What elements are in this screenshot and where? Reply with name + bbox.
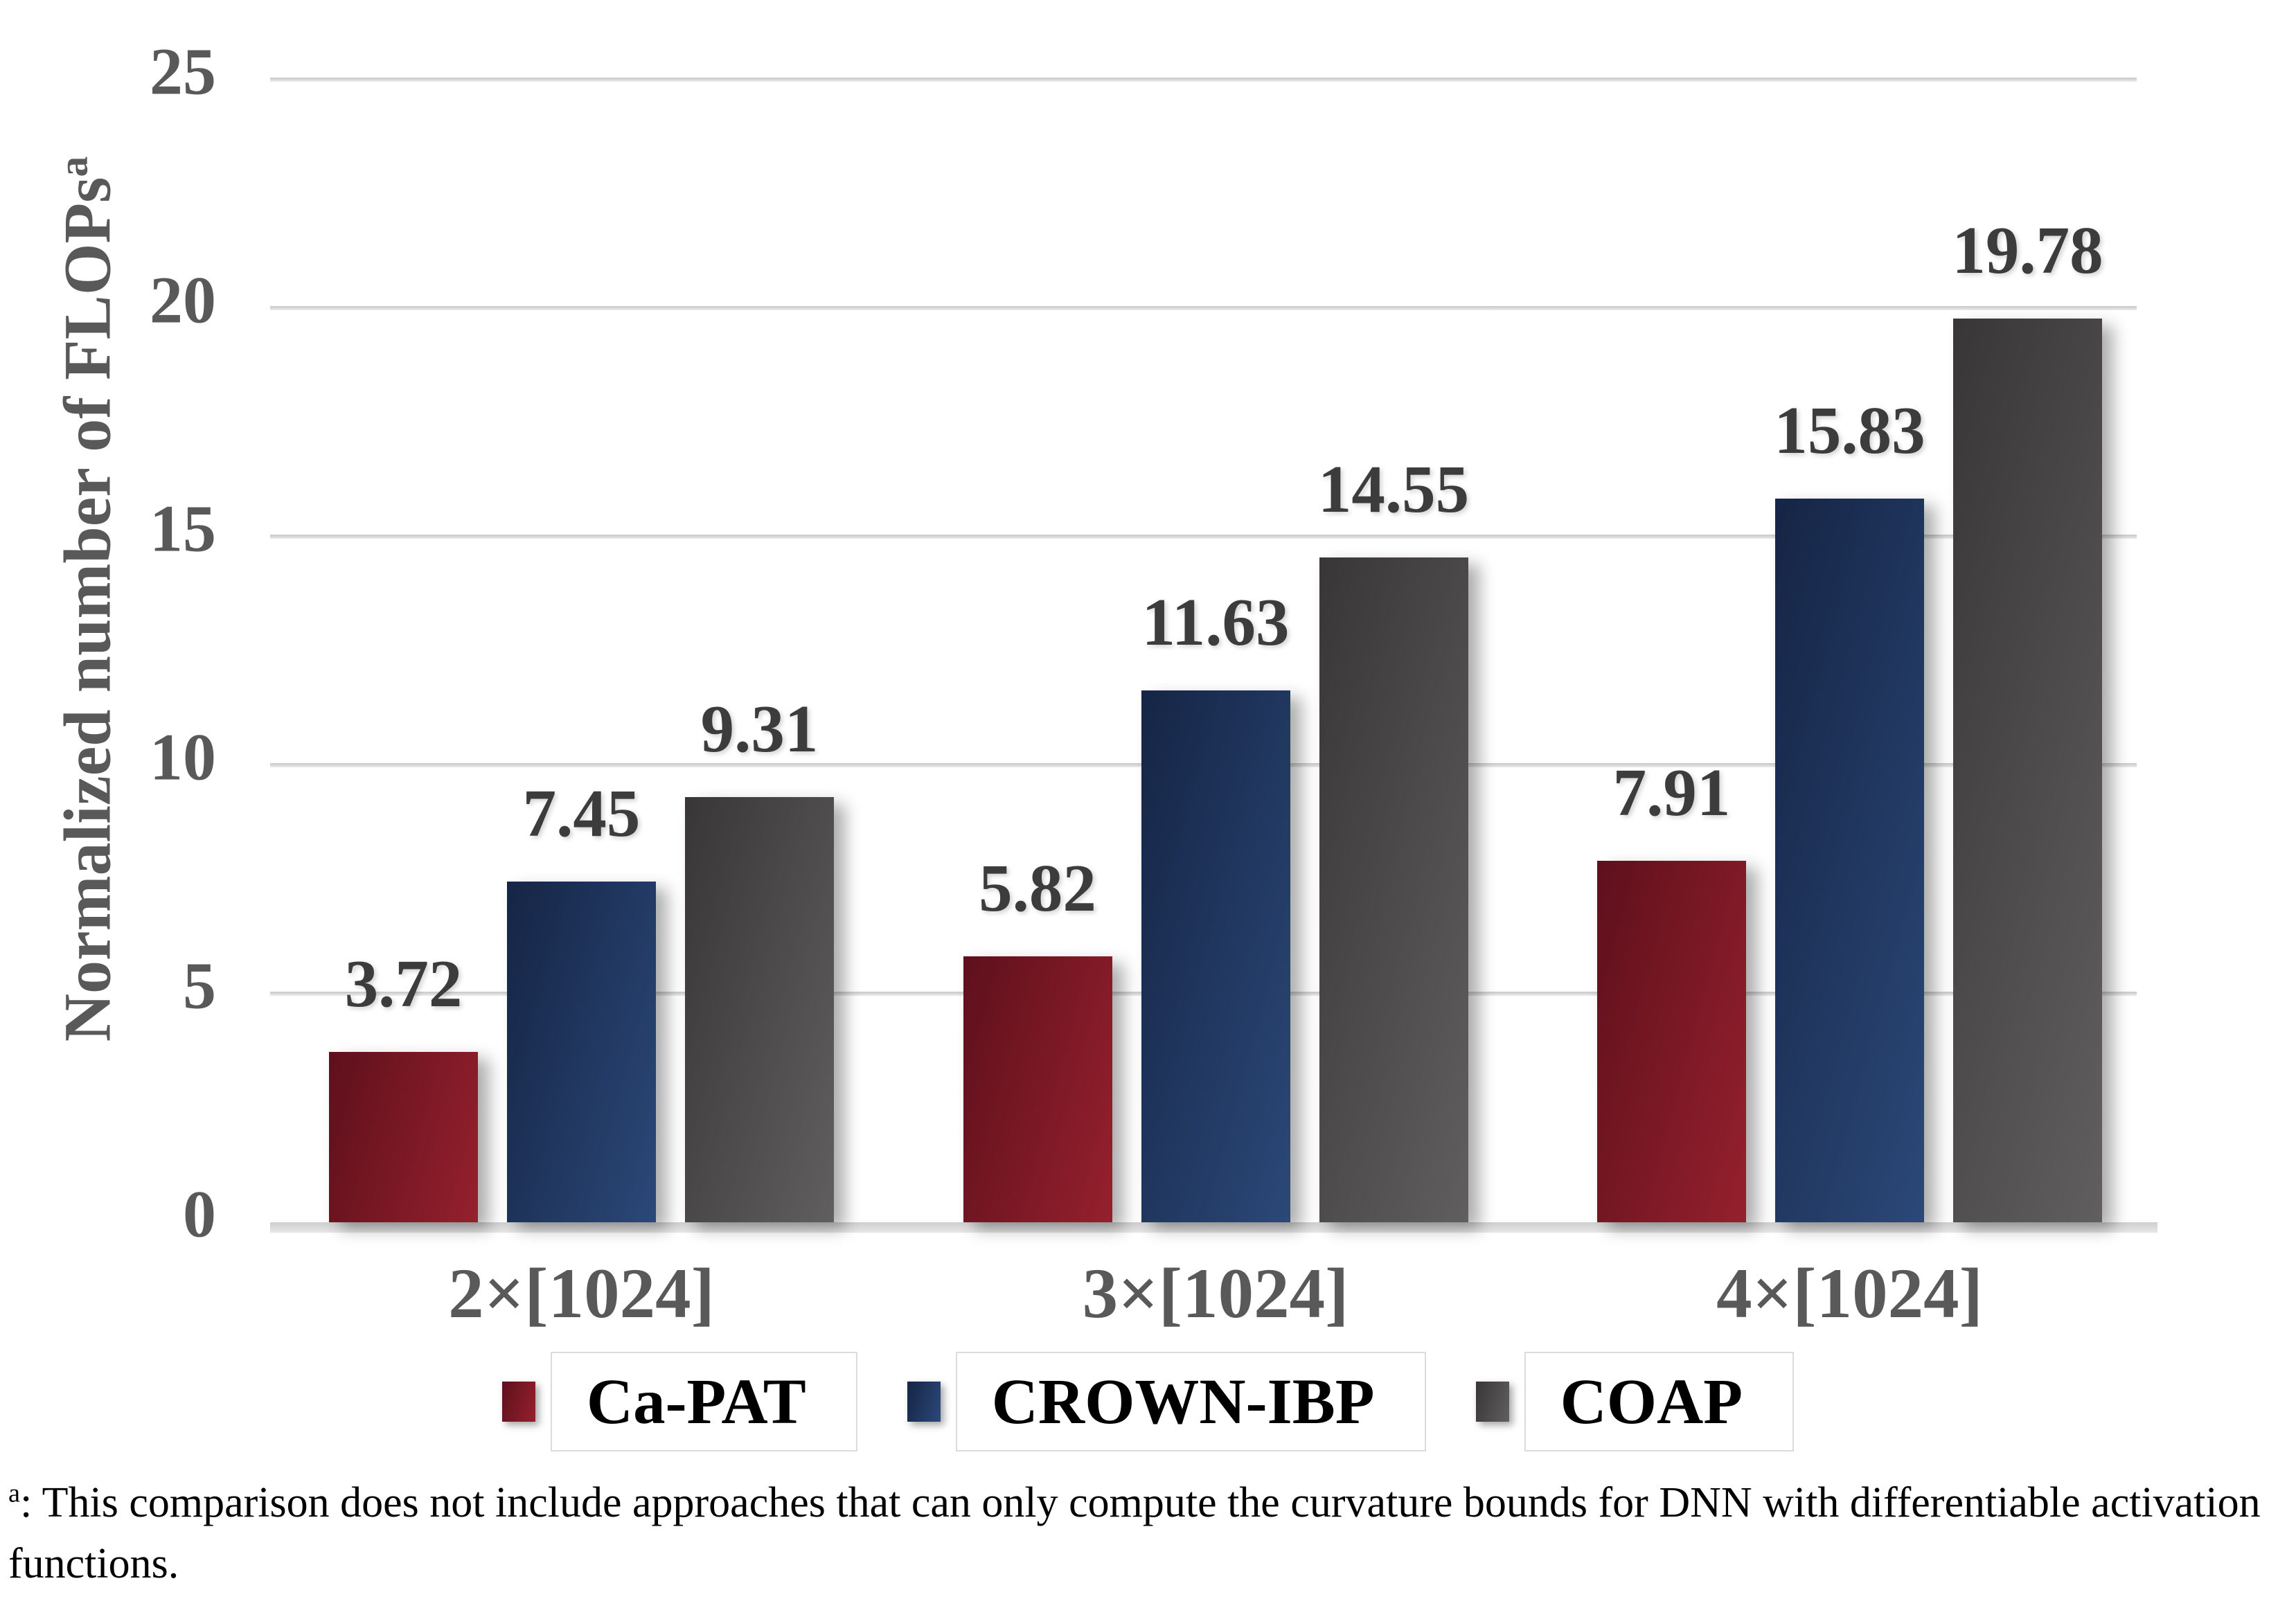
- legend-swatch-crown-ibp: [907, 1382, 941, 1422]
- bar-ca-pat-3-1024: [963, 956, 1112, 1222]
- footnote: a: This comparison does not include appr…: [8, 1472, 2288, 1594]
- value-label-coap-2-1024: 9.31: [700, 691, 819, 766]
- y-tick-label-0: 0: [183, 1177, 216, 1251]
- legend-item-crown-ibp: CROWN-IBP: [907, 1352, 1426, 1451]
- y-tick-label-5: 5: [183, 948, 216, 1023]
- footnote-marker: a: [8, 1479, 21, 1508]
- value-label-coap-4-1024: 19.78: [1952, 213, 2103, 287]
- footnote-text: : This comparison does not include appro…: [8, 1479, 2261, 1588]
- legend-label-crown-ibp: CROWN-IBP: [955, 1352, 1426, 1451]
- y-tick-label-10: 10: [150, 720, 216, 794]
- gridline-20: [270, 306, 2137, 310]
- bar-slot-ca-pat-2-1024: 3.72: [329, 80, 478, 1222]
- bar-slot-crown-ibp-4-1024: 15.83: [1774, 80, 1925, 1222]
- value-label-coap-3-1024: 14.55: [1317, 452, 1470, 526]
- x-category-label-4-1024: 4×[1024]: [1716, 1254, 1983, 1333]
- value-label-ca-pat-2-1024: 3.72: [344, 947, 463, 1021]
- bar-slot-crown-ibp-3-1024: 11.63: [1141, 80, 1290, 1222]
- bar-group-4-1024: 7.91 15.83 19.78: [1597, 80, 2103, 1222]
- value-label-crown-ibp-4-1024: 15.83: [1774, 393, 1925, 468]
- y-tick-label-20: 20: [150, 262, 216, 337]
- legend-label-ca-pat: Ca-PAT: [550, 1352, 857, 1451]
- gridline-15: [270, 535, 2137, 539]
- legend-swatch-coap: [1475, 1382, 1509, 1422]
- x-category-label-3-1024: 3×[1024]: [1082, 1254, 1349, 1333]
- value-label-ca-pat-4-1024: 7.91: [1612, 755, 1731, 830]
- gridline-25: [270, 78, 2137, 82]
- legend-item-ca-pat: Ca-PAT: [501, 1352, 857, 1451]
- bar-ca-pat-2-1024: [329, 1052, 478, 1222]
- bar-slot-coap-3-1024: 14.55: [1317, 80, 1470, 1222]
- bar-crown-ibp-4-1024: [1775, 499, 1924, 1222]
- value-label-crown-ibp-2-1024: 7.45: [522, 776, 641, 851]
- bar-slot-coap-4-1024: 19.78: [1952, 80, 2103, 1222]
- y-tick-label-15: 15: [150, 491, 216, 566]
- legend-item-coap: COAP: [1475, 1352, 1795, 1451]
- bar-crown-ibp-3-1024: [1141, 690, 1290, 1222]
- bar-slot-ca-pat-4-1024: 7.91: [1597, 80, 1746, 1222]
- bar-slot-coap-2-1024: 9.31: [685, 80, 834, 1222]
- legend-label-coap: COAP: [1524, 1352, 1795, 1451]
- legend: Ca-PAT CROWN-IBP COAP: [0, 1352, 2296, 1451]
- bar-slot-ca-pat-3-1024: 5.82: [963, 80, 1112, 1222]
- plot-area: 3.72 7.45 9.31 5.82 11.63 14.55 7.91 15.83 19.78: [270, 78, 2157, 1233]
- value-label-ca-pat-3-1024: 5.82: [979, 850, 1096, 925]
- x-axis-category-labels: 2×[1024] 3×[1024] 4×[1024]: [270, 1254, 2137, 1333]
- x-axis-line: [270, 1222, 2157, 1233]
- x-category-label-2-1024: 2×[1024]: [448, 1254, 715, 1333]
- value-label-crown-ibp-3-1024: 11.63: [1141, 585, 1290, 660]
- bar-coap-2-1024: [685, 796, 834, 1222]
- bar-group-3-1024: 5.82 11.63 14.55: [963, 80, 1470, 1222]
- bar-ca-pat-4-1024: [1597, 860, 1746, 1222]
- bar-group-2-1024: 3.72 7.45 9.31: [329, 80, 834, 1222]
- bar-crown-ibp-2-1024: [507, 882, 656, 1222]
- y-tick-label-25: 25: [150, 34, 216, 109]
- bar-coap-4-1024: [1953, 318, 2102, 1222]
- bar-slot-crown-ibp-2-1024: 7.45: [507, 80, 656, 1222]
- bar-coap-3-1024: [1319, 557, 1468, 1222]
- bar-layer: 3.72 7.45 9.31 5.82 11.63 14.55 7.91 15.83 19.78: [270, 80, 2137, 1222]
- legend-swatch-ca-pat: [501, 1382, 535, 1422]
- y-axis-tick-labels: 25 20 15 10 5 0: [0, 38, 216, 1247]
